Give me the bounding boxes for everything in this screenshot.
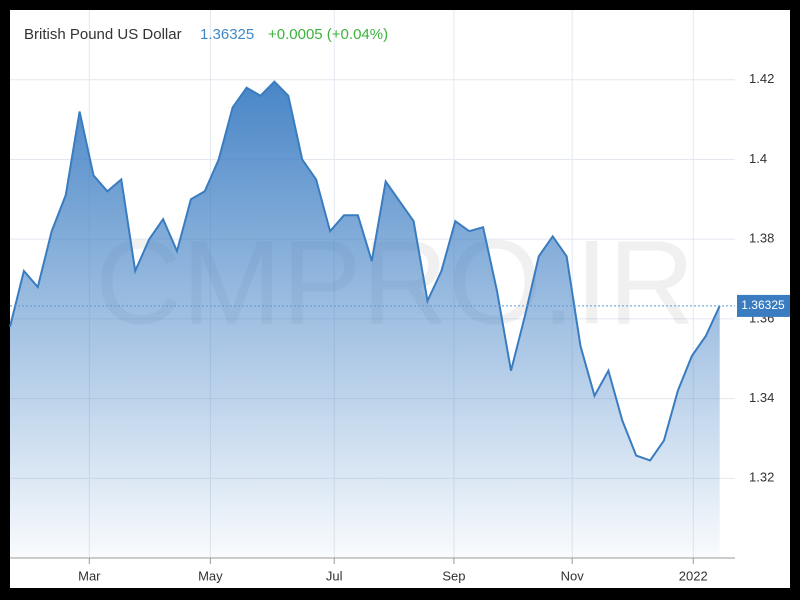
change: +0.0005 (+0.04%) xyxy=(268,26,388,43)
y-tick-label: 1.34 xyxy=(749,390,774,405)
x-tick-label: Jul xyxy=(326,568,343,583)
price: 1.36325 xyxy=(200,26,254,43)
line xyxy=(9,80,721,462)
chart-title: British Pound US Dollar xyxy=(24,26,182,43)
x-tick-label: Sep xyxy=(442,568,465,583)
x-tick-label: Nov xyxy=(561,568,585,583)
y-tick-label: 1.38 xyxy=(749,231,774,246)
x-tick-label: 2022 xyxy=(679,568,708,583)
last-price-box xyxy=(737,294,790,317)
y-tick-label: 1.32 xyxy=(749,470,774,485)
x-tick-label: May xyxy=(198,568,223,583)
last-price-label: 1.36325 xyxy=(741,298,785,312)
y-tick-label: 1.4 xyxy=(749,151,767,166)
x-tick-label: Mar xyxy=(78,568,101,583)
area xyxy=(10,81,720,558)
y-tick-label: 1.42 xyxy=(749,71,774,86)
